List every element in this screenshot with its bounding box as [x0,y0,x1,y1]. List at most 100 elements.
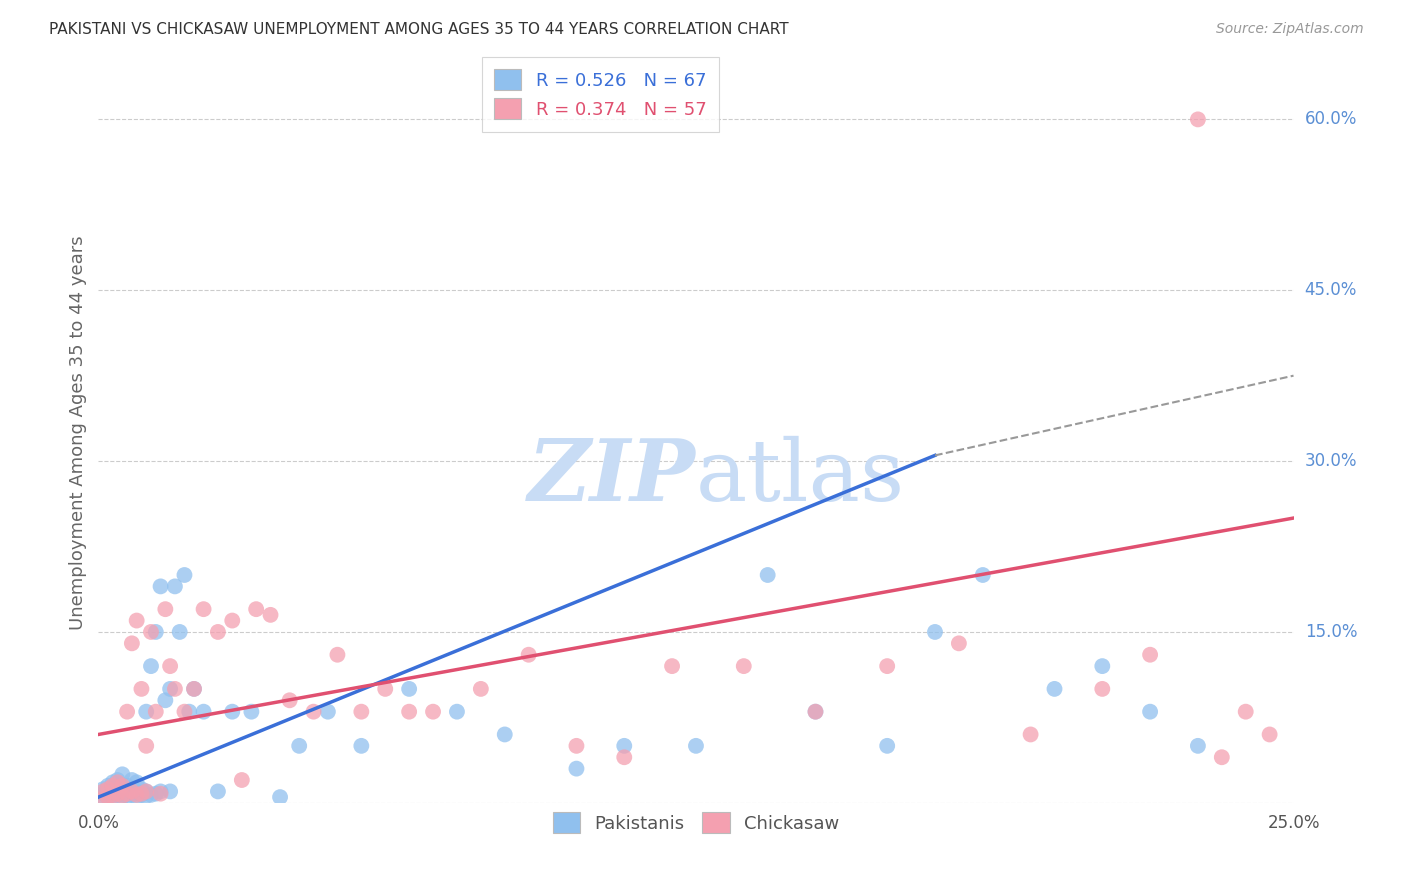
Point [149,579,172,593]
Text: 30.0%: 30.0% [1305,452,1357,470]
Point [145,787,167,801]
Point [173,568,195,582]
Point [756,568,779,582]
Point [245,602,267,616]
Point [565,739,588,753]
Point [1187,739,1209,753]
Point [101,789,124,803]
Point [278,693,301,707]
Point [517,648,540,662]
Text: 15.0%: 15.0% [1305,623,1357,641]
Point [111,780,134,795]
Point [131,782,153,797]
Point [131,681,153,696]
Point [145,705,167,719]
Point [125,614,148,628]
Point [1258,727,1281,741]
Point [169,624,191,639]
Text: 0.0%: 0.0% [77,814,120,832]
Point [350,739,373,753]
Point [240,705,263,719]
Point [163,579,186,593]
Point [97,790,120,805]
Point [374,681,396,696]
Point [207,624,229,639]
Point [91,784,114,798]
Point [139,624,162,639]
Point [398,681,420,696]
Point [107,788,129,802]
Point [685,739,707,753]
Point [1091,681,1114,696]
Point [1139,705,1161,719]
Point [125,784,148,798]
Point [183,681,205,696]
Point [125,788,148,802]
Point [91,790,114,805]
Point [149,787,172,801]
Point [183,681,205,696]
Point [876,739,898,753]
Point [139,788,162,802]
Point [131,787,153,801]
Text: atlas: atlas [696,435,905,518]
Point [135,789,157,803]
Point [149,784,172,798]
Text: 60.0%: 60.0% [1305,111,1357,128]
Point [115,789,138,803]
Point [101,784,124,798]
Point [733,659,755,673]
Point [155,693,177,707]
Point [613,739,636,753]
Point [1139,648,1161,662]
Point [163,681,186,696]
Point [259,607,281,622]
Point [804,705,827,719]
Text: 25.0%: 25.0% [1267,814,1320,832]
Point [159,681,181,696]
Point [125,775,148,789]
Point [661,659,683,673]
Point [288,739,311,753]
Point [804,705,827,719]
Point [193,602,215,616]
Point [1043,681,1066,696]
Point [1234,705,1257,719]
Point [135,739,157,753]
Point [159,659,181,673]
Point [173,705,195,719]
Point [121,772,143,787]
Point [924,624,946,639]
Point [111,779,134,793]
Point [111,790,134,805]
Point [91,791,114,805]
Point [111,789,134,803]
Point [121,788,143,802]
Point [107,782,129,797]
Text: 45.0%: 45.0% [1305,281,1357,299]
Point [207,784,229,798]
Point [97,784,120,798]
Point [115,787,138,801]
Point [115,705,138,719]
Point [135,784,157,798]
Point [221,614,243,628]
Point [135,705,157,719]
Point [101,779,124,793]
Point [139,659,162,673]
Point [121,784,143,798]
Point [613,750,636,764]
Point [876,659,898,673]
Point [155,602,177,616]
Point [565,762,588,776]
Point [1091,659,1114,673]
Point [97,782,120,797]
Point [193,705,215,719]
Point [111,767,134,781]
Point [107,787,129,801]
Point [97,790,120,805]
Point [115,784,138,798]
Point [125,790,148,805]
Point [302,705,325,719]
Point [145,624,167,639]
